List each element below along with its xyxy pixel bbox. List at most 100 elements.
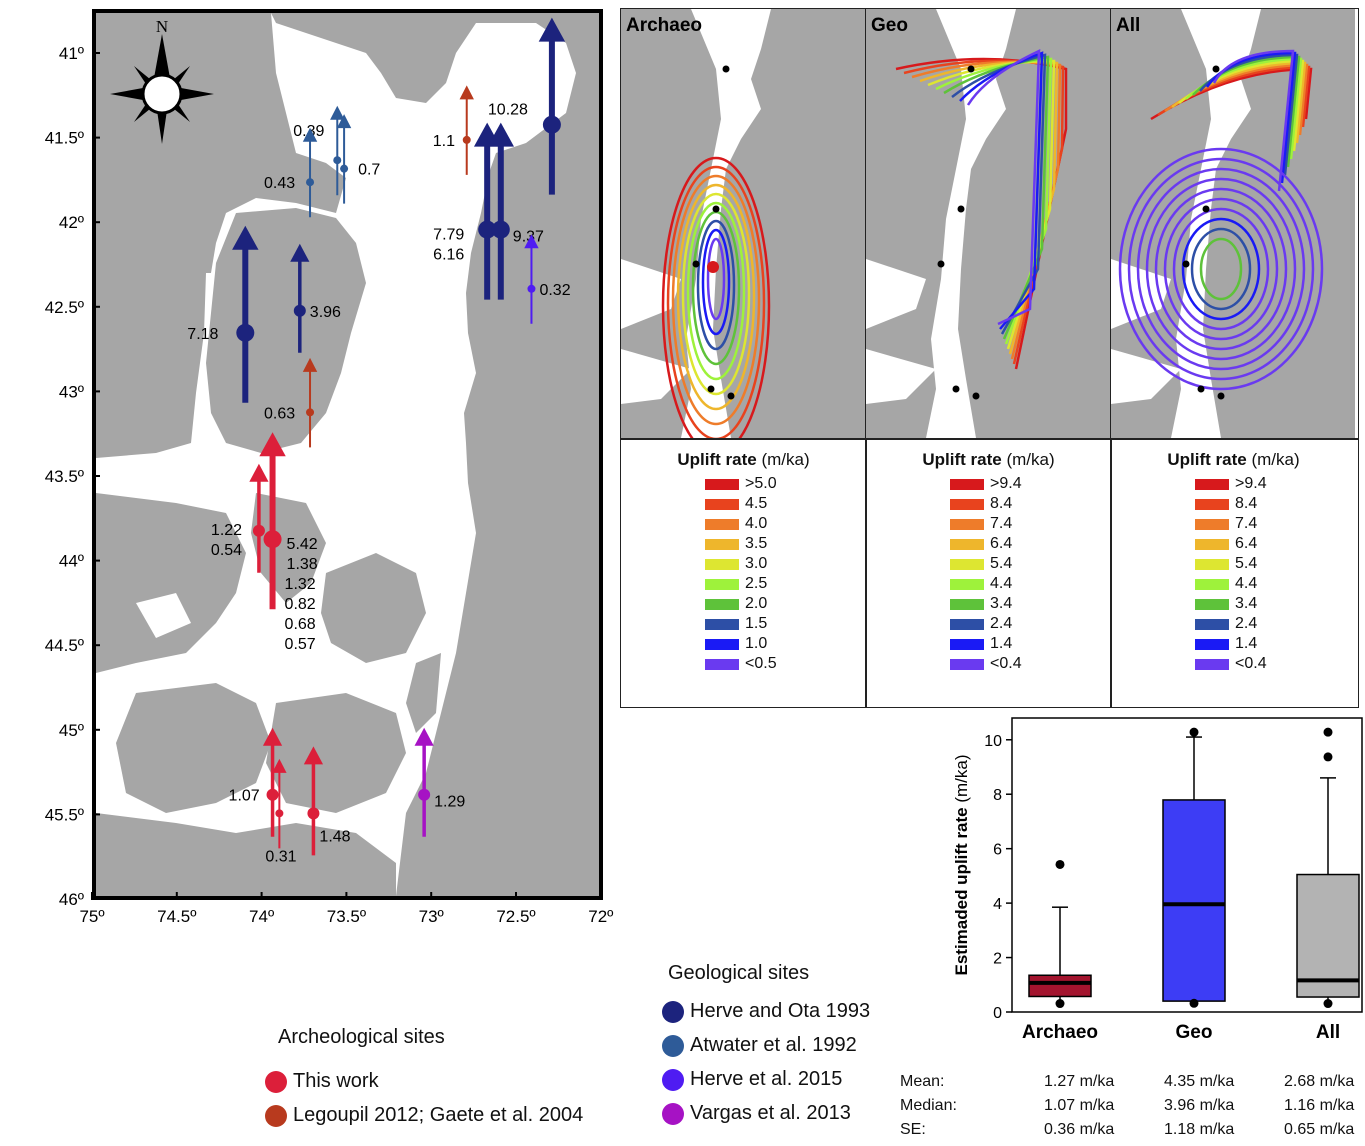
- legend-label: 5.4: [990, 555, 1013, 572]
- legend-title: Uplift rate: [677, 450, 757, 469]
- stat-label: Mean:: [900, 1073, 945, 1090]
- legend-swatch: [950, 658, 984, 670]
- site-label: 0.63: [264, 405, 295, 422]
- legend-swatch: [1195, 498, 1229, 510]
- legend-row: 7.4: [866, 514, 1111, 534]
- legend-row: 6.4: [866, 534, 1111, 554]
- arch-key-title: Archeological sites: [278, 1026, 445, 1048]
- box-all: [1296, 727, 1360, 1009]
- box-body: [1162, 799, 1226, 1002]
- contour-lines: [1118, 49, 1324, 400]
- key-label: This work: [293, 1070, 379, 1092]
- key-label: Herve and Ota 1993: [690, 1000, 871, 1022]
- legend-swatch: [1195, 658, 1229, 670]
- lat-tick-label: 46º: [59, 890, 84, 909]
- compass-label: N: [156, 20, 168, 36]
- legend-label: 3.4: [990, 595, 1013, 612]
- site-label: 1.29: [434, 794, 465, 811]
- lat-tick-label: 42.5º: [45, 298, 84, 317]
- legend-swatch: [705, 518, 739, 530]
- legend-swatch: [705, 658, 739, 670]
- site-label: 1.38: [287, 556, 318, 573]
- compass-icon: N: [110, 20, 214, 144]
- stat-label: SE:: [900, 1121, 926, 1138]
- x-tick-label: All: [1316, 1022, 1340, 1043]
- legend-row: 2.4: [1111, 614, 1356, 634]
- uplift-panels: [620, 8, 1359, 708]
- legend-label: <0.4: [1235, 655, 1267, 672]
- outlier-point: [1323, 999, 1333, 1009]
- box-body: [1296, 873, 1360, 998]
- lon-tick-label: 74.5º: [157, 907, 196, 926]
- uplift-map-archaeo: Archaeo: [621, 9, 865, 438]
- site-marker: 0.54: [211, 542, 242, 559]
- stat-value: 2.68 m/ka: [1284, 1073, 1355, 1090]
- stat-value: 0.36 m/ka: [1044, 1121, 1115, 1138]
- legend-row: 8.4: [1111, 494, 1356, 514]
- key-dot-icon: [662, 1068, 684, 1091]
- y-tick-label: 0: [993, 1005, 1002, 1022]
- legend-row: <0.4: [1111, 654, 1356, 674]
- lon-tick-label: 74º: [249, 907, 274, 926]
- site-marker: 0.68: [285, 616, 316, 633]
- key-label: Vargas et al. 2013: [690, 1102, 851, 1124]
- key-item: This work: [265, 1070, 379, 1093]
- site-label: 3.96: [310, 304, 341, 321]
- legend-row: 3.0: [621, 554, 866, 574]
- site-marker: 1.48: [303, 746, 351, 856]
- site-label: 5.42: [287, 536, 318, 553]
- lon-tick-label: 72.5º: [496, 907, 535, 926]
- legend-label: 7.4: [1235, 515, 1258, 532]
- site-label: 0.43: [264, 175, 295, 192]
- contour-lines: [661, 65, 771, 438]
- stat-label: Median:: [900, 1097, 957, 1114]
- legend-row: 2.5: [621, 574, 866, 594]
- legend-label: >9.4: [990, 475, 1022, 492]
- legend-row: 7.4: [1111, 514, 1356, 534]
- site-marker: 1.1: [433, 85, 474, 175]
- legend-row: 1.0: [621, 634, 866, 654]
- legend-label: 4.4: [1235, 575, 1258, 592]
- legend-swatch: [705, 618, 739, 630]
- legend-swatch: [1195, 578, 1229, 590]
- outlier-point: [1055, 999, 1065, 1009]
- panel-divider: [620, 438, 1359, 440]
- legend-label: <0.5: [745, 655, 777, 672]
- key-dot-icon: [265, 1104, 287, 1127]
- legend-swatch: [705, 558, 739, 570]
- key-dot-icon: [662, 1000, 684, 1023]
- legend-row: <0.5: [621, 654, 866, 674]
- legend-row: 4.4: [1111, 574, 1356, 594]
- legend-swatch: [1195, 518, 1229, 530]
- legend-label: 7.4: [990, 515, 1013, 532]
- y-tick-label: 8: [993, 787, 1002, 804]
- site-marker: 0.7: [336, 114, 380, 204]
- site-marker: 1.07: [229, 727, 283, 837]
- x-tick-label: Archaeo: [1022, 1022, 1098, 1043]
- legend-row: 1.4: [1111, 634, 1356, 654]
- legend-row: 3.4: [1111, 594, 1356, 614]
- legend-label: 3.5: [745, 535, 768, 552]
- site-label: 0.32: [539, 282, 570, 299]
- site-marker: 0.43: [264, 127, 318, 218]
- site-label: 1.07: [229, 788, 260, 805]
- panel-title: Geo: [871, 15, 908, 36]
- site-marker: 1.32: [285, 576, 316, 593]
- legend-swatch: [705, 538, 739, 550]
- site-label: 10.28: [488, 102, 528, 119]
- legend-unit: (m/ka): [756, 450, 810, 469]
- lon-tick-label: 72º: [588, 907, 613, 926]
- legend-label: 2.4: [990, 615, 1013, 632]
- y-axis-label: Estimaded uplift rate (m/ka): [952, 754, 971, 975]
- outlier-point: [1189, 727, 1199, 737]
- legend-label: 4.0: [745, 515, 768, 532]
- lat-tick-label: 45.5º: [45, 805, 84, 824]
- site-marker: 1.22: [211, 463, 269, 573]
- stat-value: 3.96 m/ka: [1164, 1097, 1235, 1114]
- uplift-legend-all: Uplift rate (m/ka) >9.4 8.4 7.4 6.4 5.4 4.4 3.4…: [1111, 450, 1356, 674]
- legend-label: 4.4: [990, 575, 1013, 592]
- box-geo: [1162, 727, 1226, 1008]
- site-label: 0.57: [285, 636, 316, 653]
- site-marker: 7.79: [433, 122, 501, 300]
- site-marker: 1.38: [287, 556, 318, 573]
